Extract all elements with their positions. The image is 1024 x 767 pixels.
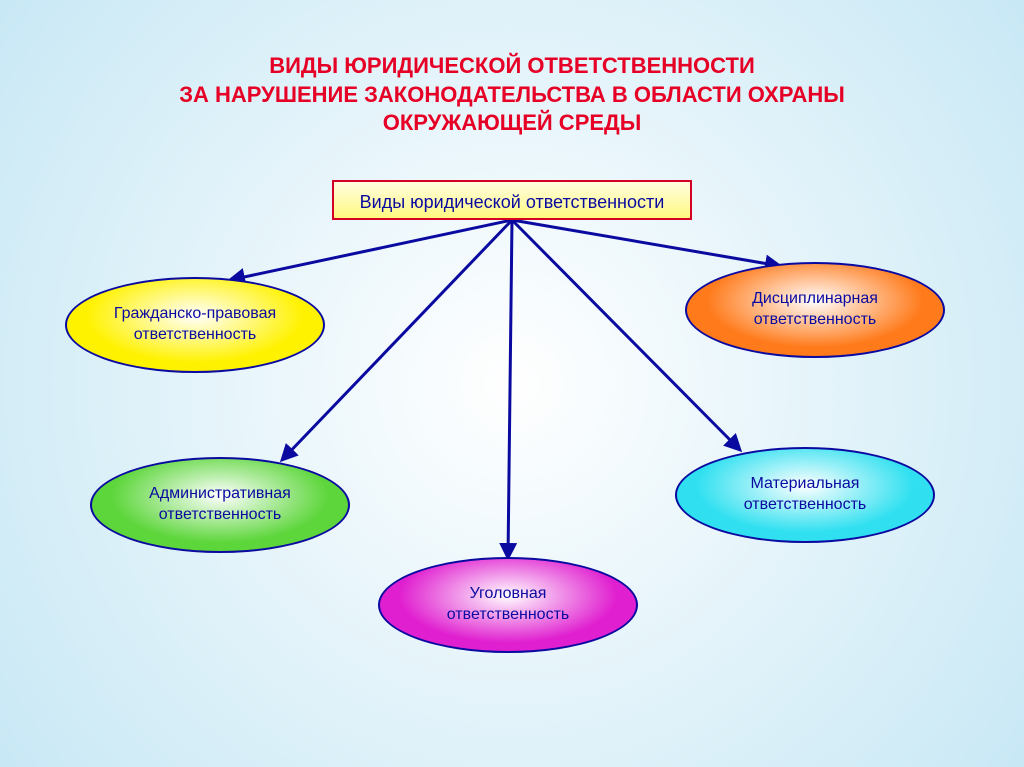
title-line-3: ОКРУЖАЮЩЕЙ СРЕДЫ [383,110,642,135]
node-label-criminal: Уголовнаяответственность [437,584,580,626]
arrow-to-civil-law [230,220,512,280]
arrow-to-criminal [508,220,512,558]
node-criminal: Уголовнаяответственность [378,557,638,653]
center-concept-box: Виды юридической ответственности [332,180,692,220]
node-label-administrative: Административнаяответственность [139,484,301,526]
title-line-1: ВИДЫ ЮРИДИЧЕСКОЙ ОТВЕТСТВЕННОСТИ [269,53,755,78]
node-disciplinary: Дисциплинарнаяответственность [685,262,945,358]
node-label-disciplinary: Дисциплинарнаяответственность [742,289,888,331]
main-title: ВИДЫ ЮРИДИЧЕСКОЙ ОТВЕТСТВЕННОСТИ ЗА НАРУ… [0,52,1024,138]
node-administrative: Административнаяответственность [90,457,350,553]
center-box-label: Виды юридической ответственности [360,192,665,212]
title-line-2: ЗА НАРУШЕНИЕ ЗАКОНОДАТЕЛЬСТВА В ОБЛАСТИ … [179,82,845,107]
node-civil-law: Гражданско-правоваяответственность [65,277,325,373]
node-label-material: Материальнаяответственность [734,474,877,516]
node-material: Материальнаяответственность [675,447,935,543]
node-label-civil-law: Гражданско-правоваяответственность [104,304,286,346]
